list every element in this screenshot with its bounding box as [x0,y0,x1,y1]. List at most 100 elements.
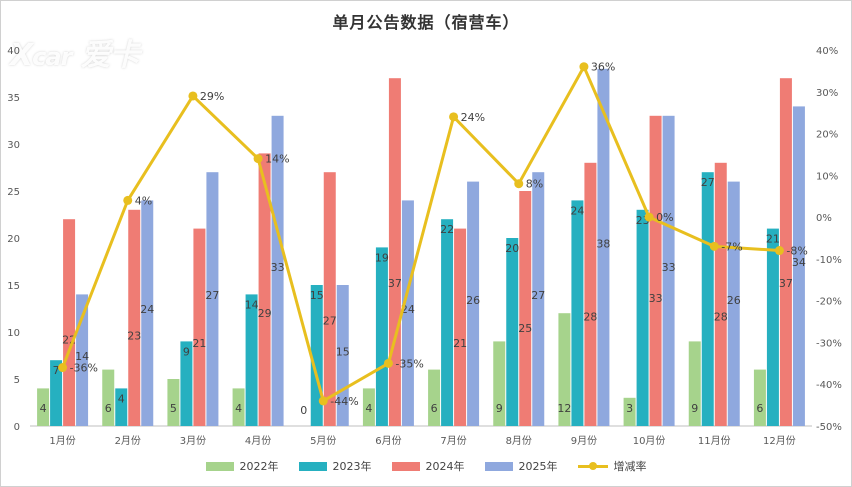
bar-value-label: 4 [235,402,242,415]
bar-value-label: 26 [466,294,480,307]
legend-label-2023: 2023年 [332,460,372,473]
bar-2022年-11月份 [688,341,701,426]
bar-2024年-8月份 [519,191,532,426]
bar-value-label: 21 [766,233,780,246]
legend-item-2024: 2024年 [391,458,465,474]
bar-value-label: 15 [310,289,324,302]
growth-rate-point [253,154,263,164]
legend-line-swatch [577,460,608,472]
x-tick-label: 7月份 [440,435,466,447]
growth-rate-label: -36% [70,362,98,375]
legend-item-2023: 2023年 [298,458,372,474]
bar-value-label: 37 [779,277,793,290]
bar-2024年-7月份 [454,228,467,426]
bar-value-label: 20 [505,242,519,255]
growth-rate-label: 0% [656,211,673,224]
growth-rate-line [61,65,780,403]
legend-label-2022: 2022年 [239,460,279,473]
bar-value-label: 34 [792,256,806,269]
bar-value-label: 27 [323,314,337,327]
bar-2023年-9月份 [571,200,584,426]
bar-value-label: 4 [40,402,47,415]
bar-value-label: 23 [127,330,141,343]
bar-2024年-10月份 [649,115,662,427]
growth-rate-point [123,195,133,205]
bar-value-label: 0 [300,404,307,417]
y2-tick-label: -10% [816,255,842,266]
x-tick-label: 9月份 [571,435,597,447]
legend-label-growth: 增减率 [613,460,647,473]
bar-value-label: 4 [365,402,372,415]
legend-label-2025: 2025年 [518,460,558,473]
bar-value-label: 27 [205,289,219,302]
bar-2022年-2月份 [102,369,115,426]
growth-rate-point [58,363,68,373]
bar-2023年-10月份 [636,209,649,426]
y-tick-label: 30 [7,140,20,151]
x-tick-label: 6月份 [375,435,401,447]
legend-swatch-2023 [298,461,327,471]
growth-rate-point [514,179,524,189]
x-tick-label: 12月份 [763,435,796,447]
bar-2022年-10月份 [623,397,636,426]
bar-2025年-12月份 [792,106,805,427]
bar-2023年-8月份 [506,238,519,426]
bar-value-label: 22 [440,223,454,236]
bar-value-label: 33 [662,261,676,274]
bar-2022年-7月份 [428,369,441,426]
bar-value-label: 21 [192,337,206,350]
bar-2024年-1月份 [63,219,76,426]
bar-2022年-3月份 [167,379,180,426]
bar-2025年-3月份 [206,172,219,426]
growth-rate-label: 36% [591,61,615,74]
bar-value-label: 27 [701,176,715,189]
bar-2022年-6月份 [362,388,375,426]
growth-rate-point [709,241,719,251]
x-tick-label: 3月份 [180,435,206,447]
bar-2023年-12月份 [766,228,779,426]
growth-rate-label: -8% [786,245,807,258]
bar-2024年-12月份 [779,78,792,426]
x-tick-label: 2月份 [115,435,141,447]
growth-rate-point [644,212,654,222]
bar-value-label: 29 [258,307,272,320]
bar-value-label: 15 [336,346,350,359]
bar-2023年-7月份 [441,219,454,426]
bar-2023年-2月份 [115,388,128,426]
bar-2025年-8月份 [532,172,545,426]
y-tick-label: 35 [7,93,20,104]
bar-value-label: 9 [691,402,698,415]
y-tick-label: 40 [7,46,20,57]
bar-value-label: 33 [649,292,663,305]
growth-rate-point [774,246,784,256]
bar-2023年-1月份 [50,360,63,426]
growth-rate-point [383,358,393,368]
x-tick-label: 4月份 [245,435,271,447]
bar-2022年-9月份 [558,313,571,426]
legend-swatch-2022 [205,461,234,471]
bar-value-label: 5 [170,402,177,415]
growth-rate-label: -44% [330,395,358,408]
bar-2024年-5月份 [323,172,336,426]
growth-rate-point [318,396,328,406]
bar-2024年-4月份 [258,153,271,426]
y2-tick-label: -30% [816,338,842,349]
bar-value-label: 33 [271,261,285,274]
bar-value-label: 6 [105,402,112,415]
bar-2023年-6月份 [375,247,388,426]
bar-2025年-6月份 [401,200,414,426]
growth-rate-label: -7% [721,240,742,253]
bar-2024年-3月份 [193,228,206,426]
bar-2022年-12月份 [753,369,766,426]
growth-rate-label: 8% [526,178,543,191]
bar-value-label: 9 [496,402,503,415]
growth-rate-label: 29% [200,90,224,103]
bar-2024年-6月份 [388,78,401,426]
bar-value-label: 14 [75,350,89,363]
bar-value-label: 28 [583,311,597,324]
bar-2022年-1月份 [37,388,50,426]
bar-value-label: 7 [53,364,60,377]
bar-value-label: 21 [453,337,467,350]
y2-tick-label: 30% [816,88,838,99]
